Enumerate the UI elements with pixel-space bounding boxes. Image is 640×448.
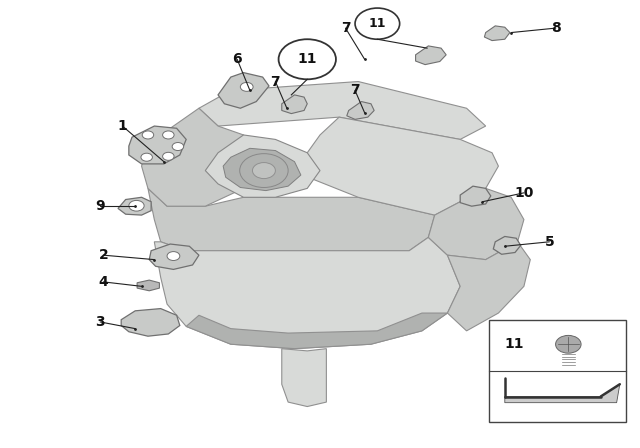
Polygon shape	[223, 148, 301, 190]
Text: 10: 10	[514, 186, 534, 200]
Polygon shape	[186, 313, 447, 349]
Text: 6: 6	[232, 52, 242, 66]
Circle shape	[142, 131, 154, 139]
Text: 1: 1	[118, 119, 127, 133]
Text: 3: 3	[95, 315, 105, 329]
Polygon shape	[121, 309, 180, 336]
Polygon shape	[199, 82, 486, 139]
Circle shape	[241, 82, 253, 91]
Polygon shape	[347, 102, 374, 119]
Polygon shape	[129, 126, 186, 164]
Circle shape	[163, 131, 174, 139]
Circle shape	[172, 142, 184, 151]
Polygon shape	[415, 46, 446, 65]
Polygon shape	[148, 188, 435, 251]
Circle shape	[252, 163, 275, 179]
Circle shape	[556, 336, 581, 353]
Circle shape	[355, 8, 399, 39]
Text: 5: 5	[545, 235, 554, 249]
Circle shape	[240, 154, 288, 188]
FancyBboxPatch shape	[489, 320, 626, 422]
Polygon shape	[137, 280, 159, 291]
Polygon shape	[282, 349, 326, 406]
Polygon shape	[218, 73, 269, 108]
Polygon shape	[141, 108, 256, 206]
Polygon shape	[505, 384, 620, 403]
Polygon shape	[149, 244, 199, 269]
Polygon shape	[307, 117, 499, 215]
Text: 7: 7	[340, 21, 350, 35]
Text: 11: 11	[369, 17, 386, 30]
Text: 9: 9	[95, 199, 105, 213]
Text: 2: 2	[99, 248, 108, 262]
Polygon shape	[282, 95, 307, 114]
Circle shape	[129, 200, 144, 211]
Polygon shape	[484, 26, 510, 41]
Polygon shape	[447, 242, 531, 331]
Text: 8: 8	[551, 21, 561, 35]
Text: 11: 11	[298, 52, 317, 66]
Circle shape	[278, 39, 336, 79]
Text: 7: 7	[271, 74, 280, 89]
Polygon shape	[428, 188, 524, 260]
Text: 4: 4	[99, 275, 108, 289]
Circle shape	[141, 153, 152, 161]
Circle shape	[163, 152, 174, 160]
Polygon shape	[154, 237, 460, 349]
Polygon shape	[118, 197, 151, 215]
Polygon shape	[493, 237, 521, 254]
Circle shape	[167, 252, 180, 260]
Polygon shape	[205, 135, 320, 197]
Polygon shape	[460, 186, 491, 206]
Text: 7: 7	[350, 83, 360, 97]
Text: 11: 11	[505, 337, 524, 351]
